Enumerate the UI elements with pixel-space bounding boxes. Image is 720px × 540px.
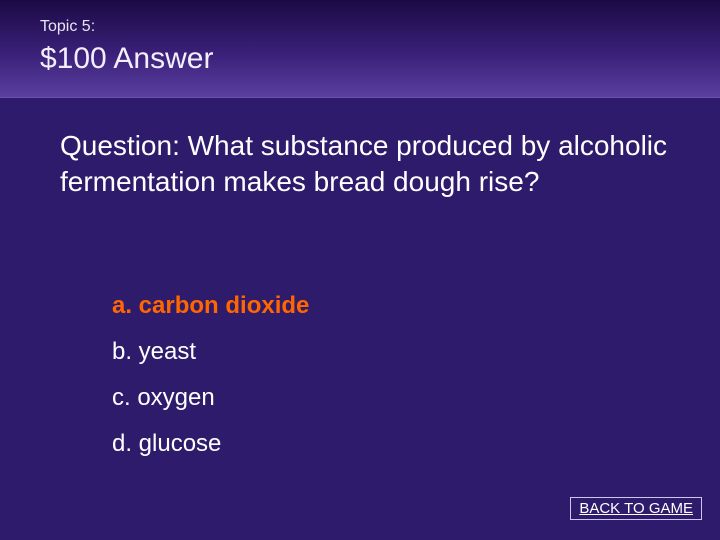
answer-option-d: d. glucose (112, 430, 632, 458)
answer-option-a: a. carbon dioxide (112, 292, 632, 320)
slide-header: Topic 5: $100 Answer (0, 0, 720, 98)
answer-option-c: c. oxygen (112, 384, 632, 412)
back-to-game-button[interactable]: BACK TO GAME (570, 497, 702, 520)
value-answer-label: $100 Answer (40, 42, 680, 76)
question-text: Question: What substance produced by alc… (60, 128, 670, 200)
answer-option-b: b. yeast (112, 338, 632, 366)
answers-list: a. carbon dioxide b. yeast c. oxygen d. … (112, 292, 632, 476)
topic-label: Topic 5: (40, 18, 680, 36)
